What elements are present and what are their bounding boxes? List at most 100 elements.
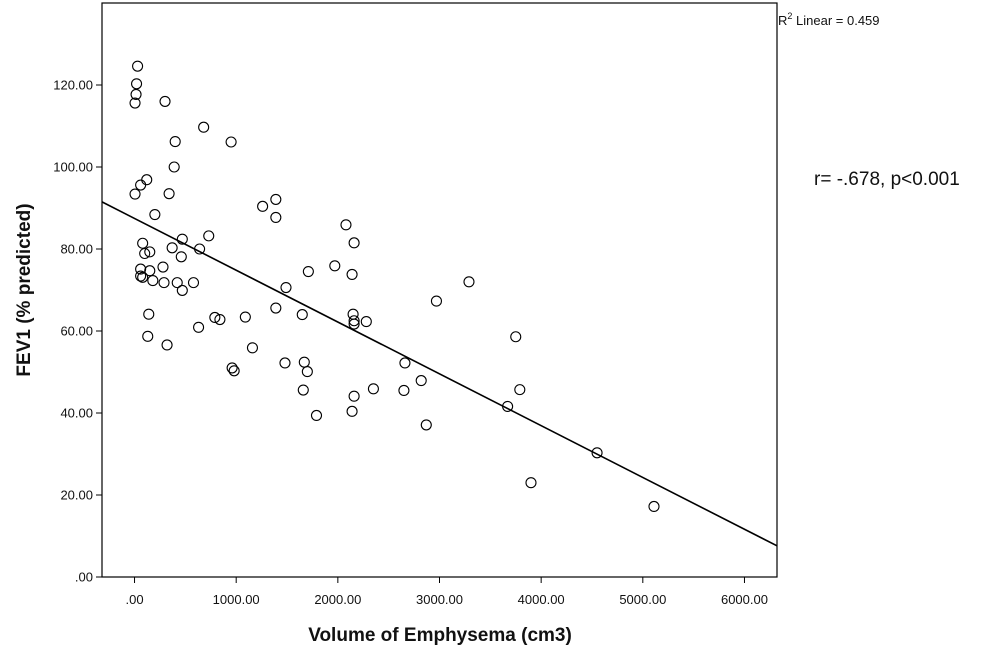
scatter-point [147, 275, 159, 287]
scatter-point [144, 265, 156, 277]
x-tick-label: 5000.00 [619, 592, 666, 607]
scatter-point [129, 188, 141, 200]
scatter-point [591, 447, 603, 459]
scatter-point [398, 384, 410, 397]
y-tick-label: .00 [75, 570, 93, 585]
scatter-point [257, 200, 269, 212]
scatter-point [142, 330, 154, 342]
scatter-point [348, 237, 360, 249]
scatter-point [131, 78, 143, 90]
scatter-point [270, 302, 282, 314]
scatter-point [360, 316, 372, 328]
scatter-point [228, 365, 240, 377]
scatter-point [209, 311, 221, 324]
scatter-point [135, 270, 147, 282]
y-tick-label: 80.00 [60, 242, 93, 257]
scatter-point [329, 260, 341, 272]
scatter-point [301, 366, 313, 378]
fit-line-layer [101, 201, 778, 547]
scatter-point [310, 409, 323, 422]
scatter-point [176, 284, 188, 296]
scatter-point [176, 233, 188, 245]
scatter-point [135, 263, 147, 275]
scatter-point [525, 477, 537, 489]
scatter-point [648, 500, 660, 513]
scatter-point [187, 277, 200, 289]
scatter-point [226, 362, 238, 374]
scatter-point [149, 209, 161, 221]
r-squared-prefix: R [778, 13, 787, 28]
x-tick-label: 4000.00 [518, 592, 565, 607]
regression-line [101, 201, 778, 547]
scatter-point [297, 384, 309, 396]
scatter-point [159, 95, 171, 107]
scatter-point [296, 309, 308, 321]
scatter-point [270, 211, 282, 223]
scatter-point [198, 121, 210, 133]
scatter-point [157, 261, 169, 273]
scatter-point [430, 295, 443, 307]
y-axis-title: FEV1 (% predicted) [14, 203, 35, 376]
scatter-point [137, 271, 149, 283]
scatter-point [510, 331, 522, 343]
y-axis-ticks: .00 20.00 40.00 60.00 80.00 100.00 120.00 [53, 78, 102, 585]
scatter-point [340, 219, 352, 231]
scatter-point [203, 230, 215, 242]
scatter-point [163, 188, 175, 200]
scatter-point [348, 318, 360, 330]
plot-area-frame [101, 2, 778, 578]
scatter-point [132, 60, 144, 72]
scatter-point [246, 342, 259, 354]
x-tick-label: 1000.00 [213, 592, 260, 607]
x-tick-label: 6000.00 [721, 592, 768, 607]
scatter-point [225, 136, 237, 148]
y-tick-label: 60.00 [60, 324, 93, 339]
scatter-point [399, 357, 411, 369]
scatter-point [415, 375, 427, 387]
scatter-point [367, 383, 379, 395]
r-squared-value: Linear = 0.459 [792, 13, 879, 28]
scatter-point [463, 276, 475, 288]
scatter-point [129, 97, 141, 109]
y-tick-label: 120.00 [53, 78, 93, 93]
scatter-point [175, 251, 187, 263]
scatter-point [166, 242, 178, 254]
x-axis-ticks: .00 1000.00 2000.00 3000.00 4000.00 5000.00 60… [125, 577, 768, 607]
scatter-point [171, 277, 183, 289]
scatter-point [502, 400, 514, 412]
scatter-point [144, 246, 156, 258]
scatter-point [270, 193, 282, 205]
correlation-annotation: r= -.678, p<0.001 [814, 169, 960, 190]
r-squared-label: R2 Linear = 0.459 [778, 11, 880, 28]
scatter-point [158, 277, 170, 289]
scatter-point [214, 313, 226, 326]
scatter-point [169, 136, 181, 148]
scatter-point [168, 161, 180, 173]
scatter-point [346, 268, 358, 280]
scatter-point [161, 339, 173, 351]
x-tick-label: .00 [125, 592, 143, 607]
y-tick-label: 100.00 [53, 160, 93, 175]
scatter-point [348, 390, 360, 402]
scatter-point [130, 88, 142, 100]
scatter-point [420, 419, 432, 431]
scatter-point [135, 179, 147, 191]
y-tick-label: 40.00 [60, 406, 93, 421]
scatter-point [302, 265, 314, 278]
scatter-point [141, 174, 153, 186]
scatter-point [143, 308, 155, 320]
scatter-point [348, 315, 360, 327]
scatter-point [514, 384, 526, 396]
scatter-point [193, 321, 205, 333]
r-squared-superscript: 2 [787, 11, 792, 21]
scatter-point [239, 311, 251, 323]
x-tick-label: 2000.00 [314, 592, 361, 607]
x-axis-title: Volume of Emphysema (cm3) [308, 625, 572, 646]
y-tick-label: 20.00 [60, 488, 93, 503]
scatter-point [279, 357, 291, 369]
data-points [129, 60, 660, 513]
scatter-point [194, 243, 206, 255]
scatter-point [346, 405, 358, 417]
